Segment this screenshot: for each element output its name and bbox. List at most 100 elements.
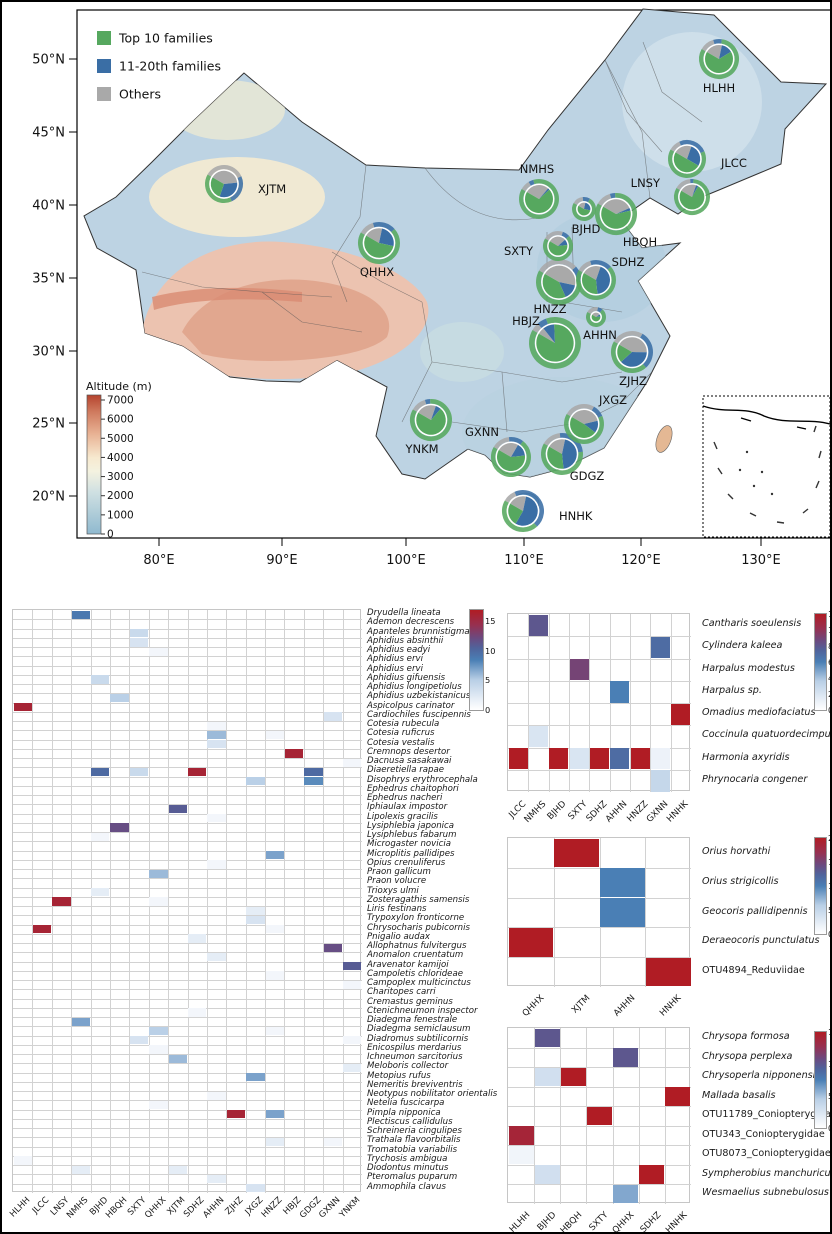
pie-ring-green (491, 441, 531, 477)
pie-slice-green (591, 314, 601, 322)
grid-vline (553, 838, 555, 987)
china-map-panel: Top 10 families 11-20th families Others Al… (32, 8, 830, 568)
pie-ring-green (358, 228, 400, 264)
heatmap-cell-QHHX (149, 647, 168, 656)
grid-hline (13, 933, 362, 935)
pie-ring-green (595, 193, 637, 235)
grid-hline (13, 628, 362, 630)
species-label: Cotesia vestalis (367, 737, 435, 748)
pie-slice-gray (549, 439, 566, 454)
colorbar-tick-label: 8 (828, 641, 830, 649)
pie-slice-blue (511, 444, 525, 457)
heatmap-cell-HNHK (665, 1087, 691, 1106)
pie-ring-green (529, 317, 581, 369)
site-label-AHHN: AHHN (583, 328, 617, 342)
species-label: Harpalus sp. (702, 684, 762, 696)
colorbar-tick-label: 5 (485, 675, 491, 686)
heatmap-cell-AHHN (207, 730, 226, 740)
pie-ring-blue (537, 318, 549, 329)
pie-ring-gray (207, 165, 242, 179)
pie-slice-blue (431, 406, 441, 420)
grid-hline (13, 896, 362, 898)
grid-hline (508, 1145, 691, 1147)
grid-hline (13, 1128, 362, 1130)
grid-vline (638, 1028, 640, 1204)
species-label: Ephedrus chaitophori (367, 783, 459, 794)
heatmap-cell-BJHD (91, 767, 110, 777)
pie-slice-gray (675, 145, 692, 159)
grid-hline (13, 1100, 362, 1102)
grid-hline (13, 656, 362, 658)
heatmap-cell-SXTY (569, 748, 589, 770)
legend-label: 11-20th families (119, 59, 221, 74)
altitude-tick-label: 4000 (107, 452, 134, 464)
grid-hline (508, 1047, 691, 1049)
species-label: Trathala flavoorbitalis (367, 1135, 461, 1146)
pie-ring-blue (561, 231, 570, 239)
pie-ring-blue (597, 307, 603, 313)
site-pie-AHHN: AHHN (583, 307, 617, 342)
site-label-BJHD: BJHD (572, 222, 601, 236)
pie-ring-green (519, 179, 559, 219)
pie-slice-gray (212, 170, 238, 184)
hm_beetles-grid (507, 613, 691, 792)
pie-slice-blue (692, 185, 699, 197)
heatmap-cell-HBQH (110, 693, 129, 703)
heatmap-cell-HNZZ (265, 925, 284, 934)
colorbar-tick-label: 15 (828, 1027, 830, 1035)
colorbar-tick-label: 0 (828, 929, 830, 937)
pie-ring-gray (539, 259, 577, 274)
species-label: Omadius mediofaciatus (702, 707, 816, 718)
site-pie-GXNN: GXNN (465, 425, 531, 477)
pie-ring-green (674, 179, 710, 215)
site-pie-HNZZ: HNZZ (533, 259, 582, 316)
site-label-JXGZ: JXGZ (598, 393, 627, 407)
colorbar-tick-label: 5 (828, 1091, 830, 1099)
heatmap-cell-BJHD (549, 748, 569, 770)
colorbar-tick-label: 0 (485, 704, 491, 715)
site-pie-GDGZ: GDGZ (541, 433, 604, 483)
species-label: Iphiaulax impostor (367, 802, 448, 813)
species-label: Metopius rufus (367, 1070, 431, 1081)
heatmap-cell-SDHZ (188, 934, 207, 943)
heatmap-cell-XJTM (168, 804, 187, 814)
site-pie-NMHS: NMHS (519, 162, 559, 219)
x-axis-label: 90°E (266, 553, 297, 568)
species-label: Phrynocaria congener (702, 773, 808, 785)
pie-ring-gray (412, 399, 427, 412)
pie-ring-green (536, 270, 582, 305)
heatmap-cell-GDGZ (304, 777, 323, 786)
species-label: Diadegma semiclausum (367, 1024, 471, 1035)
pie-slice-blue (719, 45, 731, 59)
heatmap-cell-HLHH (13, 1156, 32, 1165)
heatmap-cell-GDGZ (304, 767, 323, 777)
heatmap-cell-YNKM (343, 758, 362, 767)
hm_bugs-colorbar (814, 837, 827, 935)
heatmap-cell-HNZZ (265, 730, 284, 740)
pie-ring-gray (543, 433, 561, 446)
pie-ring-green (543, 235, 573, 261)
pie-slice-gray (526, 184, 549, 199)
taiwan-island (655, 425, 673, 453)
altitude-tick-label: 2000 (107, 490, 134, 502)
grid-hline (13, 730, 362, 732)
pie-slice-blue (687, 146, 701, 166)
pie-ring-blue (424, 399, 431, 405)
species-label: Trychosis ambigua (367, 1153, 448, 1164)
site-label-JLCC: JLCC (720, 156, 747, 170)
grid-hline (13, 1081, 362, 1083)
heatmap-cell-HBQH (110, 823, 129, 832)
species-label: Mallada basalis (702, 1089, 776, 1101)
species-label: Nemeritis breviventris (367, 1079, 463, 1090)
pie-slice-blue (559, 282, 575, 297)
x-axis-label: 120°E (621, 553, 661, 568)
site-label-ZJHZ: ZJHZ (619, 374, 647, 388)
species-label: Aphidius ervi (367, 654, 423, 665)
grid-hline (13, 1072, 362, 1074)
species-label: Geocoris pallidipennis (702, 905, 808, 917)
site-pie-HLHH: HLHH (699, 39, 739, 95)
heatmap-cell-AHHN (207, 1174, 226, 1184)
heatmap-cell-HLHH (13, 703, 32, 712)
site-label-HBJZ: HBJZ (512, 314, 540, 328)
site-label-HBQH: HBQH (623, 235, 657, 249)
